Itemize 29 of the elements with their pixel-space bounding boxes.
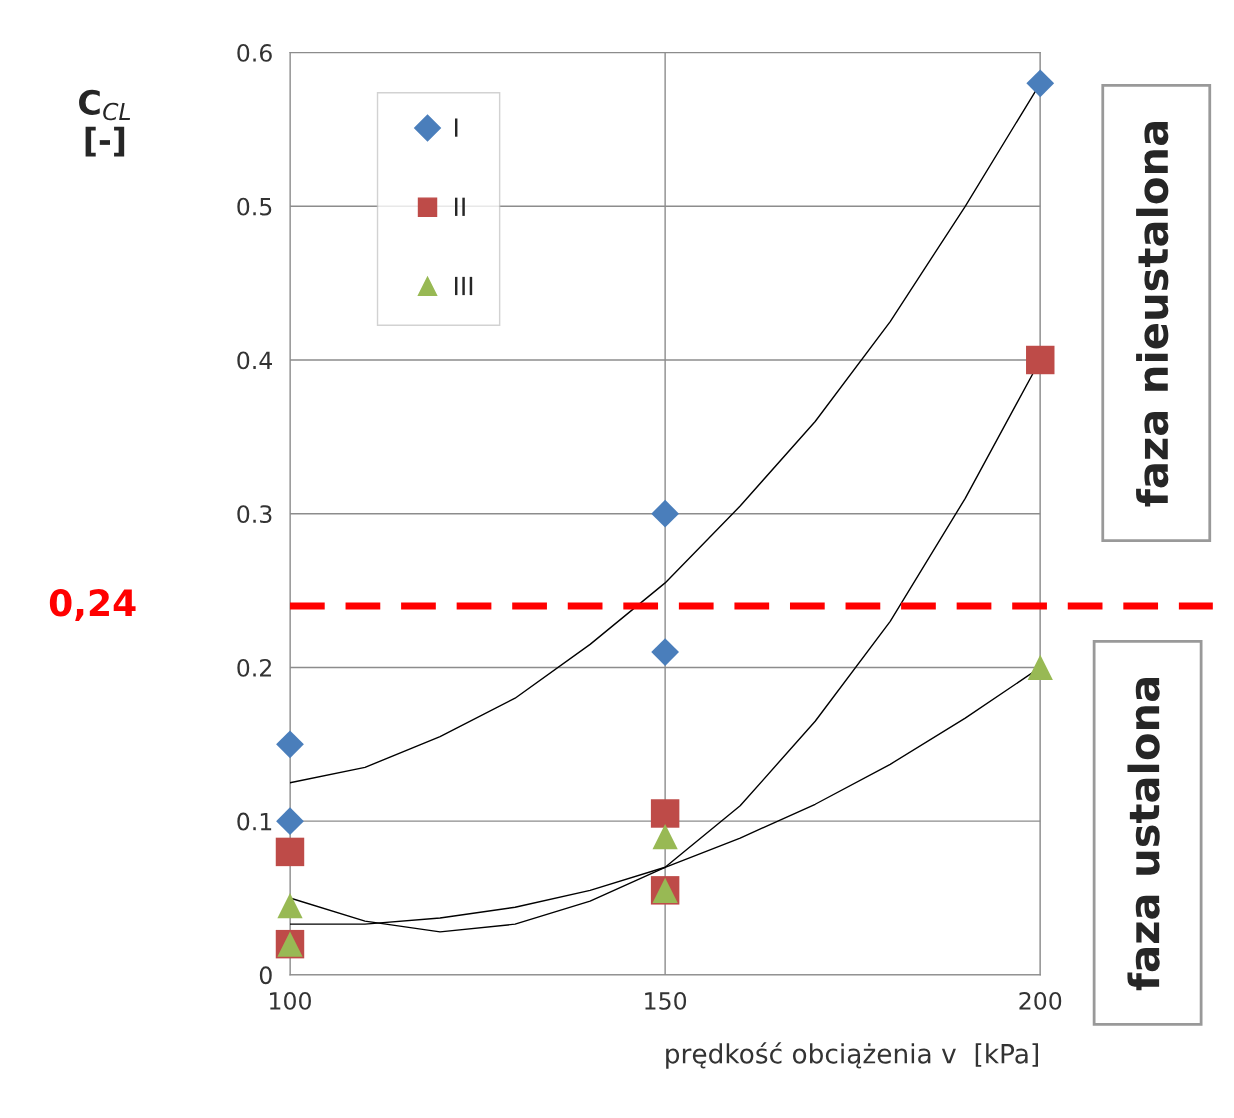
y-tick-label: 0.6 [237,43,272,62]
y-tick-label: 0.1 [237,812,272,831]
x-axis-title: prędkość obciążenia v [kPa] [666,1042,1038,1069]
y-tick-label: 0.2 [237,658,271,677]
y-tick-label: 0 [259,966,272,985]
x-tick-label: 200 [1019,991,1062,1010]
point [650,799,680,828]
y-tick-label: 0.4 [237,351,272,370]
x-tick-label: 100 [270,991,311,1010]
point [651,638,680,666]
y-tick-label: 0.5 [237,197,272,216]
point [1026,69,1055,98]
point [276,730,304,759]
text: faza ustalona [1127,678,1160,991]
point [651,499,680,528]
point [1027,654,1053,681]
x-tick-label: 150 [645,991,687,1010]
point [652,823,678,850]
y-axis-title: C$_{CL}$ [-] [79,89,131,157]
text: faza nieustalona [1136,122,1169,507]
point [275,837,305,867]
ref-line-label: 0,24 [49,589,136,622]
legend-label: II [454,197,465,216]
point [277,893,303,919]
y-tick-label: 0.3 [237,505,272,524]
legend-label: I [454,118,458,137]
point [1026,345,1055,375]
legend-label: III [454,276,473,296]
point [276,807,304,836]
